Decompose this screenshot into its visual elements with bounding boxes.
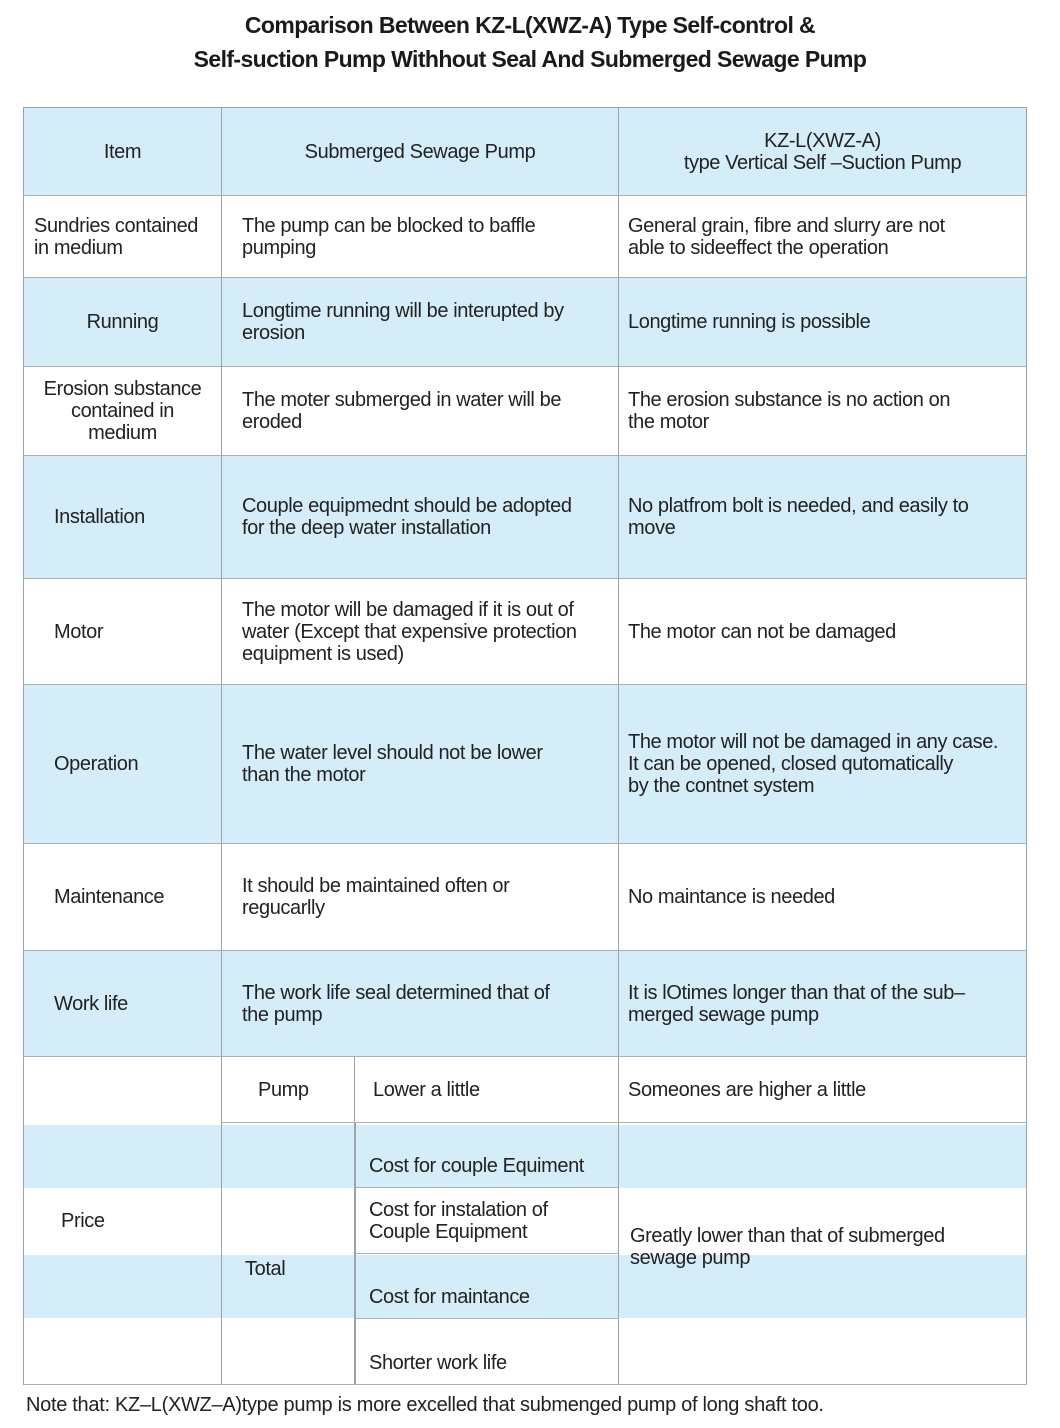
header-item: Item — [23, 108, 222, 196]
row-item-label: Maintenance — [23, 844, 222, 951]
row-kz-value: No maintance is needed — [619, 844, 1027, 951]
row-item-label: Running — [23, 278, 222, 367]
row-submerged-value: The pump can be blocked to baffle pumpin… — [222, 196, 619, 278]
row-kz-value: No platfrom bolt is needed, and easily t… — [619, 456, 1027, 579]
price-total-label-text: Total — [245, 1257, 286, 1280]
row-kz-value-text: General grain, fibre and slurry are not … — [628, 214, 945, 259]
row-item-label: Work life — [23, 951, 222, 1057]
price-band — [23, 1125, 1027, 1188]
price-total-item-text: Cost for maintance — [369, 1286, 530, 1308]
row-submerged-value: The moter submerged in water will be ero… — [222, 367, 619, 456]
row-submerged-value-text: The pump can be blocked to baffle pumpin… — [242, 214, 536, 259]
row-kz-value: The motor will not be damaged in any cas… — [619, 685, 1027, 844]
row-submerged-value: Longtime running will be interupted by e… — [222, 278, 619, 367]
row-item-label: Motor — [23, 579, 222, 685]
price-label: Price — [23, 1057, 222, 1385]
row-background — [23, 278, 1027, 367]
row-kz-value: General grain, fibre and slurry are not … — [619, 196, 1027, 278]
row-item-label-text: Running — [86, 311, 159, 333]
price-total-item-text: Shorter work life — [369, 1352, 507, 1374]
row-submerged-value-text: The work life seal determined that of th… — [242, 981, 550, 1026]
row-item-label: Erosion substance contained in medium — [23, 367, 222, 456]
row-submerged-value: The motor will be damaged if it is out o… — [222, 579, 619, 685]
row-kz-value-text: No platfrom bolt is needed, and easily t… — [628, 495, 969, 539]
price-pump-label: Pump — [222, 1057, 355, 1123]
footnote: Note that: KZ–L(XWZ–A)type pump is more … — [26, 1394, 824, 1416]
table-top-border — [23, 107, 1027, 108]
header-item-text: Item — [103, 140, 142, 163]
row-submerged-value-text: The moter submerged in water will be ero… — [242, 389, 562, 433]
price-band — [23, 1255, 1027, 1318]
row-item-label-text: Motor — [54, 620, 104, 643]
row-submerged-value: The water level should not be lower than… — [222, 685, 619, 844]
row-background — [23, 685, 1027, 844]
row-submerged-value: It should be maintained often or regucar… — [222, 844, 619, 951]
price-pump-value: Lower a little — [355, 1057, 619, 1123]
row-submerged-value-text: The motor will be damaged if it is out o… — [242, 598, 577, 665]
row-item-label-text: Sundries contained in medium — [34, 214, 199, 259]
price-total-label: Total — [222, 1123, 355, 1385]
price-total-item-text: Cost for instalation of Couple Equipment — [369, 1199, 548, 1243]
price-pump-kz: Someones are higher a little — [619, 1057, 1027, 1123]
header-kz-pump-text: KZ-L(XWZ-A) type Vertical Self –Suction … — [683, 129, 962, 174]
row-item-label: Sundries contained in medium — [23, 196, 222, 278]
row-submerged-value-text: Longtime running will be interupted by e… — [242, 300, 564, 344]
page-title-line-2: Self-suction Pump Withhout Seal And Subm… — [193, 46, 867, 72]
price-label-text: Price — [61, 1209, 105, 1232]
price-pump-value-text: Lower a little — [373, 1078, 480, 1101]
row-background — [23, 951, 1027, 1057]
price-total-item: Cost for maintance — [355, 1254, 619, 1319]
row-background — [23, 456, 1027, 579]
price-total-kz: Greatly lower than that of submerged sew… — [619, 1123, 1027, 1385]
row-item-label: Operation — [23, 685, 222, 844]
row-kz-value-text: The motor can not be damaged — [628, 620, 896, 643]
row-item-label-text: Operation — [54, 753, 139, 775]
row-item-label-text: Maintenance — [54, 886, 165, 908]
header-kz-pump: KZ-L(XWZ-A) type Vertical Self –Suction … — [619, 108, 1027, 196]
row-submerged-value: The work life seal determined that of th… — [222, 951, 619, 1057]
row-item-label-text: Erosion substance contained in medium — [43, 378, 202, 444]
row-submerged-value-text: It should be maintained often or regucar… — [242, 875, 510, 919]
row-kz-value-text: The erosion substance is no action on th… — [628, 389, 951, 433]
header-submerged-pump: Submerged Sewage Pump — [222, 108, 619, 196]
row-kz-value-text: The motor will not be damaged in any cas… — [628, 731, 999, 797]
header-background — [23, 108, 1027, 196]
price-pump-label-text: Pump — [258, 1078, 309, 1101]
row-submerged-value-text: Couple equipmednt should be adopted for … — [242, 495, 572, 539]
row-item-label-text: Installation — [54, 506, 145, 528]
row-kz-value-text: No maintance is needed — [628, 886, 835, 908]
row-kz-value: The motor can not be damaged — [619, 579, 1027, 685]
row-kz-value-text: Longtime running is possible — [628, 311, 871, 333]
header-submerged-pump-text: Submerged Sewage Pump — [304, 140, 536, 163]
price-total-kz-text: Greatly lower than that of submerged sew… — [630, 1224, 945, 1269]
price-pump-kz-text: Someones are higher a little — [628, 1079, 866, 1101]
price-total-item: Cost for instalation of Couple Equipment — [355, 1188, 619, 1254]
row-kz-value: Longtime running is possible — [619, 278, 1027, 367]
row-submerged-value-text: The water level should not be lower than… — [242, 742, 543, 786]
row-item-label: Installation — [23, 456, 222, 579]
row-kz-value-text: It is lOtimes longer than that of the su… — [628, 981, 965, 1026]
row-item-label-text: Work life — [54, 992, 128, 1015]
price-total-item: Shorter work life — [355, 1319, 619, 1385]
price-total-item-text: Cost for couple Equiment — [369, 1155, 584, 1177]
price-total-item: Cost for couple Equiment — [355, 1123, 619, 1188]
row-submerged-value: Couple equipmednt should be adopted for … — [222, 456, 619, 579]
row-kz-value: It is lOtimes longer than that of the su… — [619, 951, 1027, 1057]
row-kz-value: The erosion substance is no action on th… — [619, 367, 1027, 456]
page-title-line-1: Comparison Between KZ-L(XWZ-A) Type Self… — [244, 12, 816, 38]
